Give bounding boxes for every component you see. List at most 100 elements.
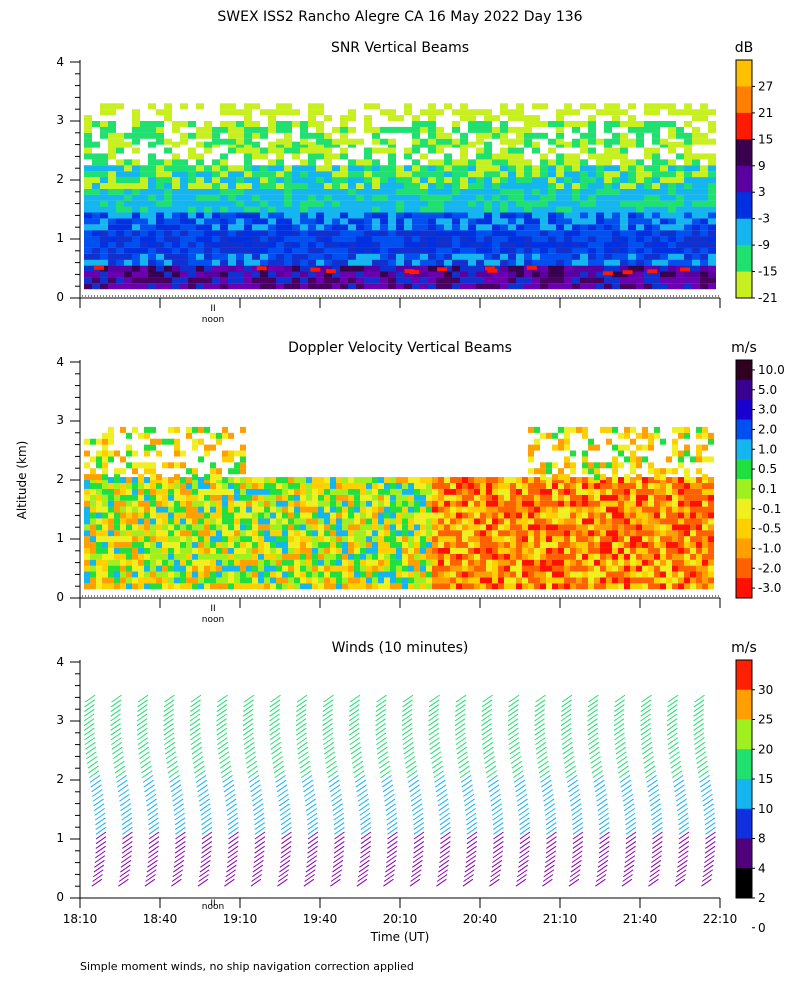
- doppler-cell: [402, 583, 408, 589]
- doppler-cell: [624, 530, 630, 536]
- doppler-cell: [600, 462, 606, 468]
- doppler-cell: [702, 542, 708, 548]
- snr-cell: [636, 201, 644, 207]
- snr-cell: [508, 212, 516, 218]
- doppler-cell: [474, 577, 480, 583]
- doppler-cell: [414, 577, 420, 583]
- doppler-cell: [366, 489, 372, 495]
- snr-cell: [188, 266, 196, 272]
- snr-cell: [132, 109, 140, 115]
- snr-cell: [100, 121, 108, 127]
- doppler-cell: [486, 518, 492, 524]
- doppler-cell: [558, 536, 564, 542]
- doppler-cell: [660, 524, 666, 530]
- snr-cell: [492, 230, 500, 236]
- doppler-cell: [594, 495, 600, 501]
- snr-cell: [620, 248, 628, 254]
- doppler-cell: [258, 495, 264, 501]
- doppler-cell: [306, 554, 312, 560]
- snr-cell: [492, 165, 500, 171]
- snr-cell: [580, 212, 588, 218]
- doppler-cell: [300, 560, 306, 566]
- doppler-cell: [366, 483, 372, 489]
- doppler-cell: [156, 548, 162, 554]
- snr-cell: [388, 283, 396, 289]
- doppler-cell: [330, 566, 336, 572]
- snr-cell: [404, 242, 412, 248]
- snr-cell: [372, 236, 380, 242]
- snr-cell: [356, 266, 364, 272]
- doppler-cell: [492, 501, 498, 507]
- doppler-cell: [270, 583, 276, 589]
- snr-cell: [316, 165, 324, 171]
- doppler-cell: [702, 554, 708, 560]
- doppler-cell: [144, 483, 150, 489]
- snr-cell: [108, 277, 116, 283]
- doppler-cell: [600, 507, 606, 513]
- doppler-cell: [498, 477, 504, 483]
- doppler-cell: [486, 512, 492, 518]
- snr-cell: [444, 159, 452, 165]
- doppler-cell: [168, 554, 174, 560]
- doppler-cell: [282, 566, 288, 572]
- doppler-cell: [138, 560, 144, 566]
- doppler-cell: [126, 554, 132, 560]
- doppler-cell: [90, 483, 96, 489]
- doppler-cell: [528, 530, 534, 536]
- doppler-cell: [276, 542, 282, 548]
- doppler-cell: [678, 583, 684, 589]
- snr-cell: [508, 159, 516, 165]
- snr-cell: [652, 201, 660, 207]
- doppler-cell: [696, 536, 702, 542]
- snr-cell: [148, 201, 156, 207]
- snr-cell: [476, 183, 484, 189]
- doppler-cell: [468, 483, 474, 489]
- doppler-cell: [108, 433, 114, 439]
- doppler-cell: [324, 483, 330, 489]
- doppler-cell: [84, 536, 90, 542]
- doppler-cell: [414, 542, 420, 548]
- doppler-cell: [492, 483, 498, 489]
- doppler-cell: [360, 477, 366, 483]
- snr-cell: [164, 230, 172, 236]
- snr-cell: [228, 195, 236, 201]
- doppler-cell: [432, 512, 438, 518]
- doppler-cell: [216, 571, 222, 577]
- doppler-cell: [690, 518, 696, 524]
- doppler-cell: [126, 495, 132, 501]
- snr-cell: [604, 242, 612, 248]
- doppler-cell: [606, 462, 612, 468]
- snr-cell: [588, 183, 596, 189]
- snr-cell: [708, 183, 716, 189]
- doppler-cell: [210, 518, 216, 524]
- snr-cell: [156, 218, 164, 224]
- doppler-cell: [684, 489, 690, 495]
- doppler-cell: [462, 477, 468, 483]
- snr-cell: [604, 230, 612, 236]
- snr-cell: [556, 248, 564, 254]
- doppler-cell: [282, 536, 288, 542]
- snr-cell: [492, 159, 500, 165]
- doppler-cell: [630, 456, 636, 462]
- doppler-cell: [138, 501, 144, 507]
- snr-cell: [588, 165, 596, 171]
- doppler-cell: [264, 571, 270, 577]
- doppler-cell: [324, 489, 330, 495]
- doppler-cell: [234, 507, 240, 513]
- snr-cell: [708, 266, 716, 272]
- snr-cell: [316, 224, 324, 230]
- snr-cell: [572, 266, 580, 272]
- snr-cell: [500, 207, 508, 213]
- doppler-cell: [438, 571, 444, 577]
- doppler-cell: [252, 548, 258, 554]
- snr-cell: [532, 115, 540, 121]
- snr-cell: [140, 283, 148, 289]
- doppler-cell: [162, 439, 168, 445]
- snr-cell: [148, 248, 156, 254]
- snr-cell: [148, 121, 156, 127]
- snr-cell: [684, 236, 692, 242]
- snr-cell: [460, 189, 468, 195]
- doppler-cell: [606, 427, 612, 433]
- snr-cell: [612, 207, 620, 213]
- doppler-cell: [390, 501, 396, 507]
